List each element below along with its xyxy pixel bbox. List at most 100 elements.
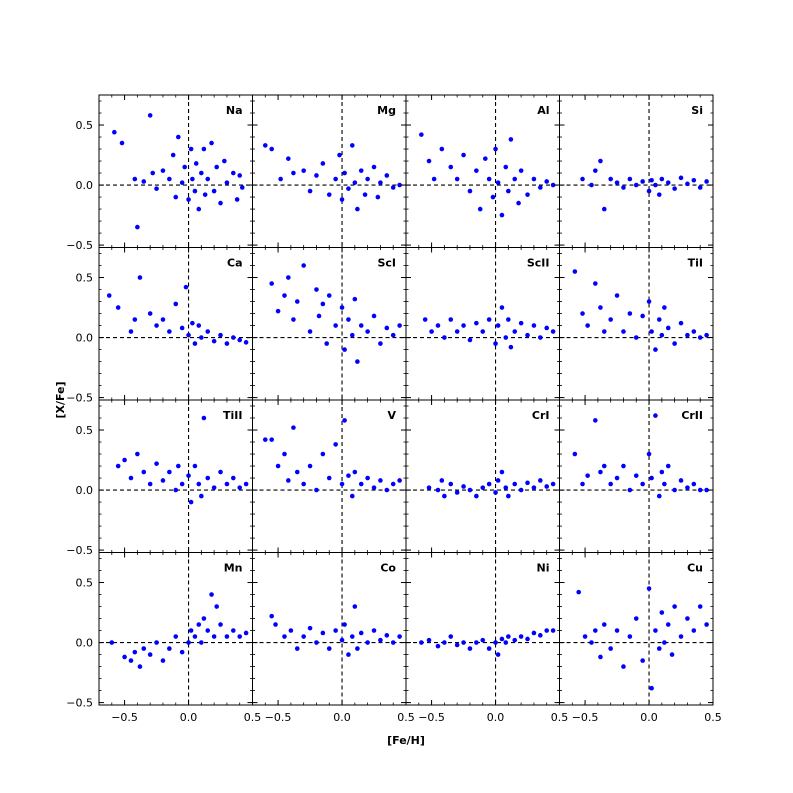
data-point xyxy=(454,490,460,495)
data-point xyxy=(196,206,202,212)
panel-na: Na −0.5 0.0 0.5 xyxy=(66,94,253,252)
data-point xyxy=(358,481,364,487)
data-point xyxy=(262,437,268,442)
data-point xyxy=(333,442,338,447)
data-point xyxy=(633,335,639,340)
data-point xyxy=(231,335,236,340)
panel-frame xyxy=(98,399,253,553)
data-point xyxy=(196,622,202,627)
data-point xyxy=(192,634,198,639)
data-point xyxy=(633,616,639,621)
data-point xyxy=(614,475,620,481)
data-point xyxy=(339,305,345,310)
panel-frame xyxy=(252,247,407,401)
data-point xyxy=(493,146,498,152)
data-point xyxy=(115,463,121,469)
data-point xyxy=(442,640,447,645)
data-point xyxy=(503,485,509,490)
data-point xyxy=(593,168,598,173)
data-point xyxy=(326,192,332,197)
data-point xyxy=(503,640,509,645)
data-point xyxy=(697,335,703,340)
data-point xyxy=(307,188,313,194)
data-point xyxy=(378,637,383,643)
data-point xyxy=(467,487,473,493)
y-tick-label: 0.5 xyxy=(76,119,94,132)
data-point xyxy=(678,175,684,181)
data-point xyxy=(358,630,364,636)
panel-tii: TiI xyxy=(559,247,714,401)
panel-label: Co xyxy=(380,562,396,575)
data-point xyxy=(237,634,243,639)
data-point xyxy=(442,493,447,499)
data-point xyxy=(358,323,364,328)
data-point xyxy=(640,481,645,487)
data-point xyxy=(448,481,454,487)
panel-label: CrII xyxy=(681,409,703,422)
data-point xyxy=(538,185,543,190)
data-point xyxy=(461,484,466,489)
data-point xyxy=(656,192,662,197)
data-point xyxy=(601,463,607,469)
data-point xyxy=(307,463,313,469)
data-point xyxy=(371,164,377,170)
data-point xyxy=(486,481,492,487)
data-point xyxy=(669,652,675,657)
data-point xyxy=(601,329,607,334)
y-tick-label: 0.0 xyxy=(76,484,94,497)
data-point xyxy=(314,487,319,493)
x-tick-label: 0.5 xyxy=(397,711,415,724)
data-point xyxy=(576,589,581,595)
data-point xyxy=(448,634,454,639)
data-point xyxy=(426,637,432,643)
data-point xyxy=(375,194,381,200)
data-point xyxy=(493,640,498,645)
data-point xyxy=(173,634,179,639)
data-point xyxy=(150,170,156,176)
data-point xyxy=(275,463,281,469)
data-point xyxy=(179,180,185,185)
data-point xyxy=(188,146,194,152)
panel-label: CrI xyxy=(532,409,550,422)
data-point xyxy=(349,493,355,499)
data-point xyxy=(454,642,460,648)
data-point xyxy=(627,487,633,493)
data-point xyxy=(352,469,358,475)
data-point xyxy=(269,281,274,286)
data-point xyxy=(170,152,176,158)
data-point xyxy=(141,469,147,475)
data-point xyxy=(685,181,690,187)
data-point xyxy=(205,628,211,633)
data-point xyxy=(442,335,447,340)
panel-label: ScII xyxy=(527,257,550,270)
panel-frame xyxy=(252,552,407,706)
data-point xyxy=(301,481,306,487)
data-point xyxy=(544,325,550,331)
data-point xyxy=(342,418,347,423)
data-point xyxy=(431,176,437,182)
data-point xyxy=(448,317,454,322)
data-point xyxy=(365,176,370,182)
data-point xyxy=(342,622,347,627)
data-point xyxy=(397,634,402,639)
data-point xyxy=(593,628,598,633)
panel-scii: ScII xyxy=(405,247,560,401)
data-point xyxy=(506,634,511,639)
y-tick-label: −0.5 xyxy=(66,239,93,252)
data-point xyxy=(499,212,505,218)
panel-label: Na xyxy=(226,104,243,117)
data-point xyxy=(301,634,306,639)
data-point xyxy=(474,168,479,173)
data-point xyxy=(320,301,326,307)
data-point xyxy=(653,347,658,352)
data-point xyxy=(237,173,243,178)
data-point xyxy=(201,146,207,152)
data-point xyxy=(646,188,652,194)
data-point xyxy=(352,604,358,609)
data-point xyxy=(147,481,153,487)
data-point xyxy=(349,634,355,639)
data-point xyxy=(262,143,268,148)
data-point xyxy=(301,168,306,173)
data-point xyxy=(608,481,613,487)
data-point xyxy=(486,646,492,651)
